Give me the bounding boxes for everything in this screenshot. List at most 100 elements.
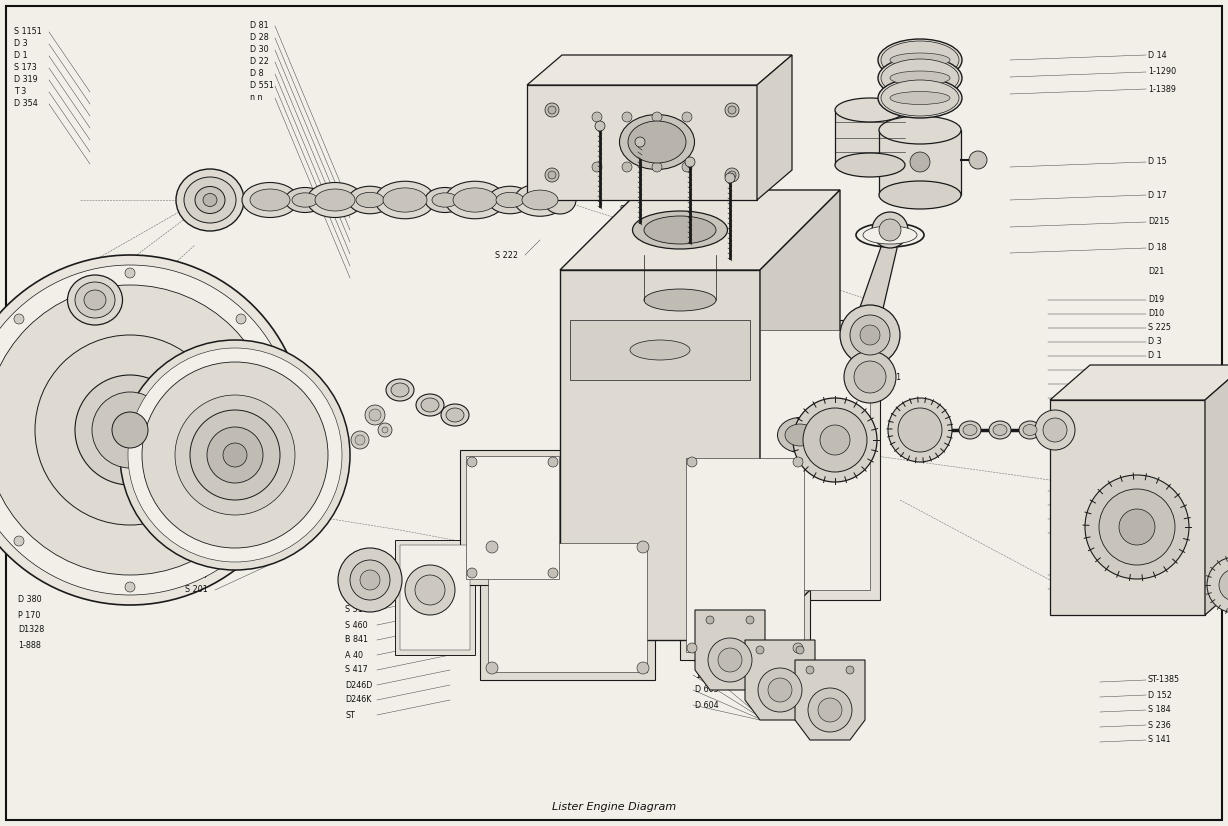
Circle shape: [898, 408, 942, 452]
Ellipse shape: [203, 193, 217, 206]
Ellipse shape: [993, 425, 1007, 435]
Polygon shape: [1050, 365, 1228, 400]
Text: S 208: S 208: [650, 373, 672, 382]
Ellipse shape: [432, 192, 458, 207]
Circle shape: [405, 565, 456, 615]
Circle shape: [415, 575, 445, 605]
Circle shape: [853, 361, 885, 393]
Polygon shape: [560, 190, 840, 270]
Ellipse shape: [176, 169, 244, 231]
Circle shape: [818, 698, 842, 722]
Text: S 208: S 208: [642, 345, 666, 354]
Circle shape: [1207, 557, 1228, 613]
Circle shape: [793, 457, 803, 467]
Circle shape: [623, 112, 632, 122]
Text: D 22: D 22: [251, 58, 269, 67]
Circle shape: [793, 398, 877, 482]
Ellipse shape: [835, 153, 905, 177]
Polygon shape: [527, 55, 792, 85]
Ellipse shape: [416, 394, 445, 416]
Circle shape: [728, 106, 736, 114]
Ellipse shape: [628, 121, 686, 163]
Text: 1-1389: 1-1389: [1148, 84, 1176, 93]
Circle shape: [382, 427, 388, 433]
Circle shape: [728, 171, 736, 179]
Text: 1-1290: 1-1290: [1148, 68, 1176, 77]
Polygon shape: [1050, 400, 1205, 615]
Circle shape: [635, 137, 645, 147]
Text: D 90: D 90: [820, 396, 839, 405]
Text: D 605: D 605: [695, 656, 718, 664]
Text: 1-1349: 1-1349: [695, 671, 723, 680]
Text: B19Z: B19Z: [651, 403, 672, 412]
Ellipse shape: [515, 183, 566, 216]
Text: D 18: D 18: [1148, 244, 1167, 253]
Ellipse shape: [890, 92, 950, 105]
Text: S 320: S 320: [1148, 525, 1170, 534]
Circle shape: [282, 425, 292, 435]
Ellipse shape: [890, 71, 950, 85]
Text: D 3: D 3: [14, 40, 27, 49]
Ellipse shape: [421, 398, 438, 412]
Text: n n: n n: [251, 93, 263, 102]
Text: S 460: S 460: [345, 620, 367, 629]
Ellipse shape: [989, 421, 1011, 439]
Ellipse shape: [488, 186, 532, 214]
Circle shape: [14, 536, 25, 546]
Text: S 277: S 277: [18, 411, 41, 420]
Polygon shape: [745, 640, 815, 720]
Ellipse shape: [68, 275, 123, 325]
Ellipse shape: [878, 78, 962, 118]
Text: D 1: D 1: [1148, 352, 1162, 360]
Text: S 350: S 350: [620, 206, 642, 215]
Ellipse shape: [386, 379, 414, 401]
Text: D246K: D246K: [345, 695, 371, 705]
Circle shape: [637, 541, 650, 553]
Text: T 3: T 3: [14, 88, 26, 97]
Polygon shape: [795, 660, 865, 740]
Text: D10: D10: [1148, 310, 1164, 319]
Circle shape: [355, 435, 365, 445]
Text: S 300: S 300: [1148, 379, 1170, 388]
Ellipse shape: [251, 189, 290, 211]
Circle shape: [808, 688, 852, 732]
Text: D 319: D 319: [14, 75, 38, 84]
Text: S 6: S 6: [1148, 483, 1160, 492]
Circle shape: [686, 457, 698, 467]
Ellipse shape: [453, 188, 497, 212]
Ellipse shape: [84, 290, 106, 310]
Circle shape: [236, 536, 246, 546]
Text: S 388: S 388: [18, 525, 41, 534]
Circle shape: [682, 112, 693, 122]
Circle shape: [910, 152, 930, 172]
Ellipse shape: [643, 216, 716, 244]
Polygon shape: [1205, 365, 1228, 615]
Circle shape: [725, 103, 739, 117]
Polygon shape: [695, 610, 765, 690]
Ellipse shape: [856, 223, 923, 247]
Circle shape: [592, 162, 602, 172]
Polygon shape: [760, 190, 840, 640]
Ellipse shape: [445, 181, 505, 219]
Ellipse shape: [632, 211, 727, 249]
Text: ST: ST: [655, 444, 666, 453]
Circle shape: [486, 541, 499, 553]
Ellipse shape: [963, 425, 977, 435]
Text: S 1151: S 1151: [14, 27, 42, 36]
Ellipse shape: [184, 177, 236, 223]
Ellipse shape: [878, 57, 962, 99]
Circle shape: [793, 643, 803, 653]
Ellipse shape: [441, 404, 469, 426]
Text: ST-1981: ST-1981: [869, 373, 903, 382]
Circle shape: [545, 103, 559, 117]
Circle shape: [360, 570, 379, 590]
Text: D19: D19: [1148, 296, 1164, 305]
Text: D 604: D 604: [695, 700, 718, 710]
Circle shape: [350, 560, 391, 600]
Text: D 17: D 17: [1148, 191, 1167, 200]
Circle shape: [125, 268, 135, 278]
Text: S 5111: S 5111: [345, 605, 373, 615]
Text: D 8: D 8: [251, 69, 264, 78]
Ellipse shape: [75, 282, 115, 318]
Circle shape: [378, 423, 392, 437]
